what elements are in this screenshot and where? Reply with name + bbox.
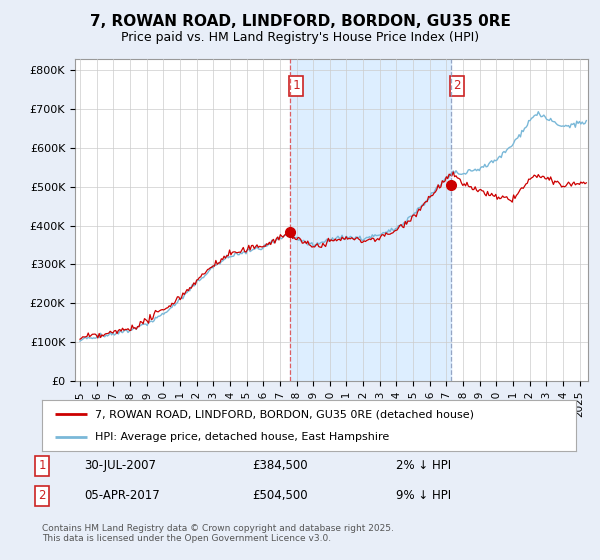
Text: 7, ROWAN ROAD, LINDFORD, BORDON, GU35 0RE (detached house): 7, ROWAN ROAD, LINDFORD, BORDON, GU35 0R… — [95, 409, 475, 419]
Text: 2% ↓ HPI: 2% ↓ HPI — [396, 459, 451, 473]
Text: 05-APR-2017: 05-APR-2017 — [84, 489, 160, 502]
Text: 30-JUL-2007: 30-JUL-2007 — [84, 459, 156, 473]
Text: Price paid vs. HM Land Registry's House Price Index (HPI): Price paid vs. HM Land Registry's House … — [121, 31, 479, 44]
Text: 9% ↓ HPI: 9% ↓ HPI — [396, 489, 451, 502]
Text: £504,500: £504,500 — [252, 489, 308, 502]
Text: 2: 2 — [38, 489, 46, 502]
Text: Contains HM Land Registry data © Crown copyright and database right 2025.
This d: Contains HM Land Registry data © Crown c… — [42, 524, 394, 543]
Text: £384,500: £384,500 — [252, 459, 308, 473]
Text: 1: 1 — [38, 459, 46, 473]
Text: HPI: Average price, detached house, East Hampshire: HPI: Average price, detached house, East… — [95, 432, 389, 442]
Text: 7, ROWAN ROAD, LINDFORD, BORDON, GU35 0RE: 7, ROWAN ROAD, LINDFORD, BORDON, GU35 0R… — [89, 14, 511, 29]
Text: 1: 1 — [292, 80, 299, 92]
Text: 2: 2 — [453, 80, 461, 92]
Bar — [290, 59, 451, 381]
